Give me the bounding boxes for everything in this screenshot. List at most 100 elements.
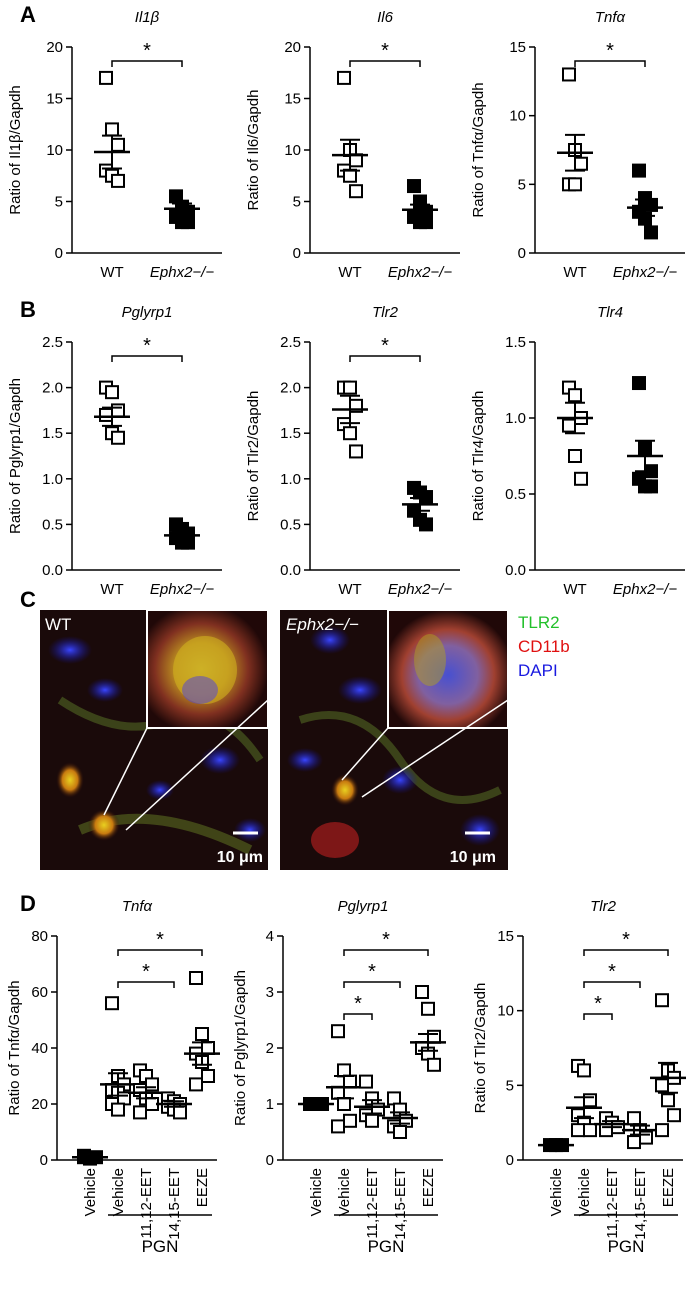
data-point (415, 985, 429, 999)
x-tick-label: Vehicle (336, 1168, 353, 1216)
data-point (349, 184, 363, 199)
y-tick-label: 15 (497, 928, 514, 945)
y-tick-label: 0 (40, 1152, 48, 1169)
y-tick-label: 20 (46, 39, 63, 56)
x-tick-label: Ephx2−/− (150, 581, 214, 598)
x-tick-label: Ephx2−/− (613, 264, 677, 281)
data-point (655, 1078, 669, 1093)
chart-title: Tlr2 (372, 304, 398, 321)
significance-bar (111, 355, 183, 362)
x-tick-label: 14,15-EET (392, 1168, 409, 1240)
data-point (627, 1135, 641, 1150)
significance-bar (117, 949, 203, 956)
data-point (331, 1119, 345, 1134)
y-tick-label: 0.0 (505, 562, 526, 579)
data-point (393, 1125, 407, 1139)
y-tick-label: 5 (293, 194, 301, 211)
x-tick-label: 11,12-EET (364, 1168, 381, 1239)
data-point (105, 122, 119, 137)
significance-bar (583, 949, 669, 956)
y-tick-label: 1.5 (42, 425, 63, 442)
y-tick-label: 0.5 (505, 486, 526, 503)
y-axis-label: Ratio of Tlr2/Gapdh (245, 391, 262, 522)
data-point (562, 67, 576, 82)
data-point (407, 179, 421, 194)
micrograph (40, 609, 269, 870)
image-panel: C WT Ephx2−/− 10 μm 10 μm (20, 587, 509, 870)
x-tick-label: WT (563, 264, 586, 281)
x-tick-label: 14,15-EET (166, 1168, 183, 1240)
panel-label: A (20, 2, 36, 27)
y-tick-label: 0 (518, 245, 526, 262)
y-tick-label: 1.5 (505, 334, 526, 351)
data-point (99, 407, 113, 422)
x-tick-label: Ephx2−/− (388, 264, 452, 281)
y-tick-label: 40 (31, 1040, 48, 1057)
significance-label: * (354, 993, 362, 1015)
chart: Tnfα Ratio of Tnfα/Gapdh 0 5 10 15 WT Ephx2−/− * (470, 9, 685, 281)
significance-label: * (608, 961, 616, 983)
significance-label: * (606, 40, 614, 62)
y-tick-label: 10 (509, 108, 526, 125)
data-point (195, 1027, 209, 1041)
y-axis-label: Ratio of Tlr4/Gapdh (470, 391, 487, 522)
y-tick-label: 4 (266, 928, 274, 945)
chart-title: Il1β (135, 9, 160, 26)
y-tick-label: 0 (266, 1152, 274, 1169)
data-point (365, 1113, 379, 1128)
y-tick-label: 2.5 (42, 334, 63, 351)
x-tick-label: Vehicle (110, 1168, 127, 1216)
y-axis-label: Ratio of Il1β/Gapdh (7, 85, 24, 215)
data-point (111, 173, 125, 188)
data-point (111, 430, 125, 445)
chart-title: Tnfα (595, 9, 626, 26)
y-axis-label: Ratio of Tlr2/Gapdh (472, 983, 489, 1114)
data-point (562, 418, 576, 433)
y-axis-label: Ratio of Tnfα/Gapdh (6, 980, 23, 1115)
data-point (639, 1130, 653, 1145)
chart-title: Tlr4 (597, 304, 623, 321)
y-tick-label: 0 (293, 245, 301, 262)
chart-title: Pglyrp1 (338, 898, 389, 915)
data-point (419, 215, 433, 230)
data-point (189, 1077, 203, 1092)
significance-label: * (594, 993, 602, 1015)
data-point (568, 449, 582, 463)
data-point (667, 1108, 681, 1123)
y-tick-label: 15 (46, 91, 63, 108)
data-point (343, 380, 357, 395)
panel-label: B (20, 297, 36, 322)
x-tick-label: WT (338, 264, 361, 281)
x-tick-label: Ephx2−/− (388, 581, 452, 598)
data-point (349, 444, 363, 459)
significance-bar (583, 981, 641, 988)
data-point (189, 971, 203, 985)
data-point (421, 1001, 435, 1016)
legend-label: DAPI (518, 661, 558, 680)
significance-bar (343, 1013, 373, 1020)
y-tick-label: 0.0 (42, 562, 63, 579)
y-tick-label: 5 (55, 194, 63, 211)
x-tick-label: Vehicle (576, 1168, 593, 1216)
y-tick-label: 0.5 (42, 516, 63, 533)
y-tick-label: 15 (284, 91, 301, 108)
data-point (583, 1123, 597, 1138)
x-tick-label: WT (338, 581, 361, 598)
data-point (359, 1074, 373, 1089)
significance-bar (343, 981, 401, 988)
significance-bar (117, 981, 175, 988)
significance-bar (111, 60, 183, 67)
y-tick-label: 80 (31, 928, 48, 945)
data-point (331, 1024, 345, 1039)
data-point (111, 1102, 125, 1117)
significance-bar (583, 1013, 613, 1020)
data-point (568, 388, 582, 403)
data-point (337, 1097, 351, 1111)
y-tick-label: 1.5 (280, 425, 301, 442)
scale-bar-label: 10 μm (450, 849, 496, 866)
chart-title: Pglyrp1 (122, 304, 173, 321)
x-tick-label: 14,15-EET (632, 1168, 649, 1240)
significance-label: * (381, 335, 389, 357)
data-point (181, 215, 195, 230)
chart-title: Tnfα (122, 898, 153, 915)
